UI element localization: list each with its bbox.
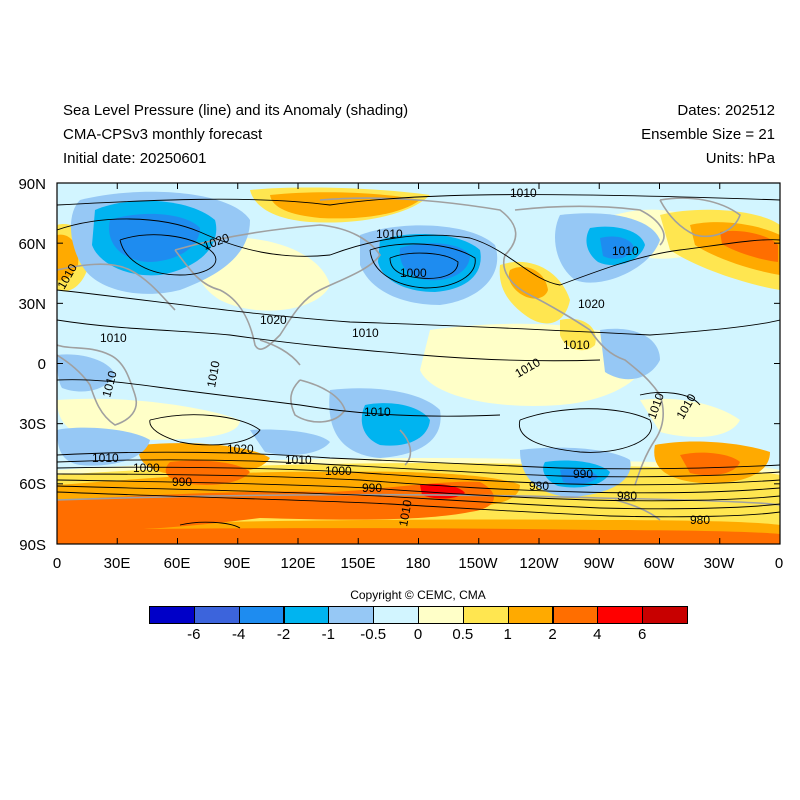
title-line-1: Sea Level Pressure (line) and its Anomal… <box>63 102 409 119</box>
contour-label: 1010 <box>204 359 222 388</box>
contour-label: 1000 <box>325 464 352 478</box>
contour-label: 1010 <box>563 338 590 352</box>
title-line-2: CMA-CPSv3 monthly forecast <box>63 126 263 143</box>
contour-label: 980 <box>529 479 549 493</box>
contour-label: 1000 <box>400 266 427 280</box>
lat-label: 60N <box>18 236 46 253</box>
colorbar-label: 6 <box>637 626 647 643</box>
colorbar-swatch <box>507 606 554 624</box>
colorbar-label: -6 <box>187 626 201 643</box>
lon-label: 150W <box>458 555 498 572</box>
lat-label: 0 <box>38 356 46 373</box>
colorbar-swatch <box>418 606 464 624</box>
contour-label: 980 <box>617 489 637 503</box>
contour-label: 1020 <box>260 313 287 327</box>
contour-labels: 1010 1010 1020 1000 1010 1010 1020 1020 … <box>54 186 710 528</box>
lon-label: 180 <box>405 555 430 572</box>
longitude-labels: 0 30E 60E 90E 120E 150E 180 150W 120W 90… <box>53 555 783 572</box>
contour-label: 990 <box>172 475 192 489</box>
lon-label: 0 <box>53 555 61 572</box>
colorbar-label: -1 <box>321 626 335 643</box>
colorbar-swatch <box>462 606 509 624</box>
title-line-3: Initial date: 20250601 <box>63 150 207 167</box>
lon-label: 120W <box>519 555 559 572</box>
lon-label: 150E <box>340 555 375 572</box>
lat-label: 30S <box>19 416 46 433</box>
units-label: Units: hPa <box>705 150 775 167</box>
colorbar-swatch <box>149 606 195 624</box>
colorbar-label: 2 <box>548 626 557 643</box>
contour-label: 1010 <box>352 326 379 340</box>
latitude-labels: 90N 60N 30N 0 30S 60S 90S <box>18 176 46 554</box>
contour-label: 1010 <box>364 405 391 419</box>
colorbar-swatch <box>373 606 419 624</box>
contour-label: 1020 <box>227 442 254 456</box>
colorbar-swatch <box>597 606 644 624</box>
lon-label: 30W <box>704 555 736 572</box>
colorbar-swatch <box>642 606 688 624</box>
contour-label: 990 <box>573 467 593 481</box>
lon-label: 90E <box>224 555 251 572</box>
lat-label: 90N <box>18 176 46 193</box>
lon-label: 60W <box>644 555 676 572</box>
contour-label: 1010 <box>396 498 414 527</box>
contour-label: 1010 <box>612 244 639 258</box>
colorbar-label: 0 <box>413 626 423 643</box>
contour-label: 1010 <box>376 227 403 241</box>
axis-ticks <box>56 182 781 545</box>
contour-label: 1000 <box>133 461 160 475</box>
copyright-label: Copyright © CEMC, CMA <box>350 588 486 602</box>
colorbar-label: 0.5 <box>452 626 474 643</box>
colorbar-label: -2 <box>276 626 291 643</box>
lon-label: 90W <box>584 555 616 572</box>
contour-label: 1010 <box>100 331 127 345</box>
lon-label: 30E <box>104 555 131 572</box>
lat-label: 60S <box>19 476 46 493</box>
colorbar-swatch <box>193 606 240 624</box>
pressure-contours <box>57 194 780 529</box>
lon-label: 0 <box>775 555 783 572</box>
colorbar-label: 4 <box>593 626 602 643</box>
lat-label: 90S <box>19 537 46 554</box>
contour-label: 1010 <box>285 453 312 467</box>
lon-label: 60E <box>164 555 191 572</box>
contour-label: 990 <box>362 481 382 495</box>
colorbar-swatch <box>283 606 330 624</box>
colorbar-label: -4 <box>231 626 246 643</box>
contour-label: 1010 <box>99 369 120 399</box>
ensemble-size-label: Ensemble Size = 21 <box>641 126 775 143</box>
colorbar-swatch <box>552 606 599 624</box>
lon-label: 120E <box>280 555 315 572</box>
contour-label: 980 <box>690 513 710 527</box>
colorbar-swatch <box>238 606 285 624</box>
contour-label: 1020 <box>578 297 605 311</box>
anomaly-shading <box>57 183 780 544</box>
dates-label: Dates: 202512 <box>677 102 775 119</box>
colorbar-label: 1 <box>503 626 512 643</box>
contour-label: 1010 <box>92 451 119 465</box>
contour-label: 1010 <box>510 186 537 200</box>
colorbar-label: -0.5 <box>360 626 387 643</box>
colorbar-swatch <box>328 606 375 624</box>
lat-label: 30N <box>18 296 46 313</box>
